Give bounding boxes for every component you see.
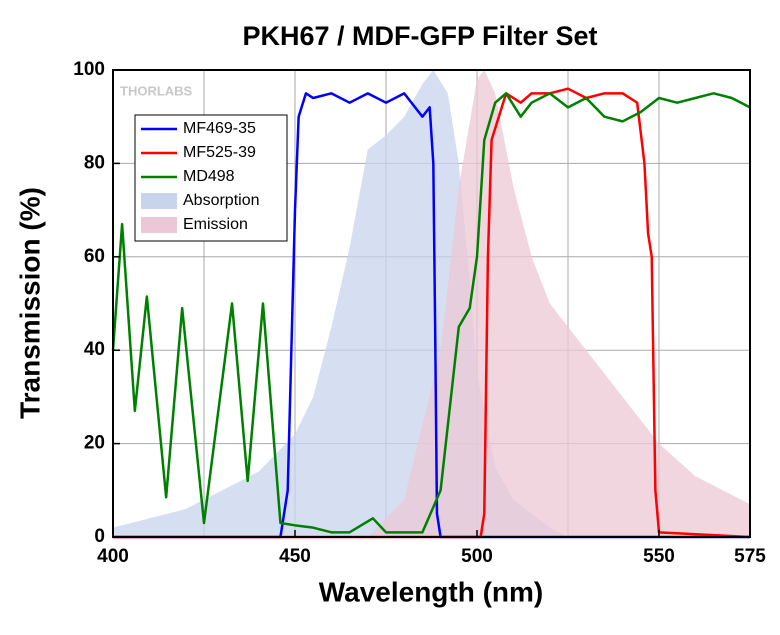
x-tick-label: 450 [279, 546, 311, 567]
y-axis-label: Transmission (%) [14, 187, 45, 419]
y-tick-label: 40 [84, 339, 105, 360]
x-tick-label: 575 [734, 546, 766, 567]
watermark: THORLABS [120, 83, 193, 98]
legend-swatch [141, 193, 177, 209]
y-tick-label: 60 [84, 246, 105, 267]
x-tick-label: 550 [643, 546, 675, 567]
legend-label: MD498 [183, 168, 235, 185]
y-tick-label: 80 [84, 152, 105, 173]
chart-title: PKH67 / MDF-GFP Filter Set [242, 21, 597, 51]
y-tick-label: 20 [84, 433, 105, 454]
area [367, 70, 750, 537]
legend-label: Absorption [183, 192, 260, 209]
line [113, 92, 750, 539]
legend-label: Emission [183, 216, 248, 233]
y-tick-label: 0 [94, 526, 105, 547]
legend-label: MF469-35 [183, 120, 256, 137]
line [113, 87, 751, 539]
x-tick-label: 400 [97, 546, 129, 567]
plot-frame [112, 69, 751, 538]
x-tick-label: 500 [461, 546, 493, 567]
y-tick-label: 100 [73, 59, 105, 80]
legend-swatch [141, 217, 177, 233]
x-axis-label: Wavelength (nm) [319, 576, 544, 607]
legend-label: MF525-39 [183, 144, 256, 161]
line [111, 92, 751, 534]
